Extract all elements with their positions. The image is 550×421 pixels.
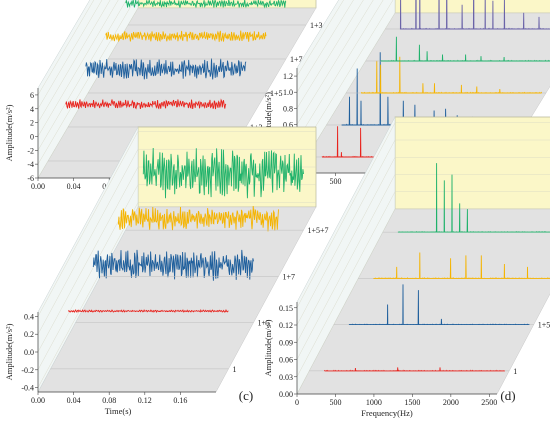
y-tick-label: 1.0	[283, 88, 293, 97]
series-line-1+7	[380, 36, 550, 62]
x-tick-label: 0.08	[102, 396, 116, 405]
x-axis-label: Time(s)	[105, 406, 132, 416]
gridline	[296, 208, 550, 395]
series-line-1+5	[360, 56, 543, 94]
x-axis-label: Frequency(Hz)	[361, 408, 413, 418]
gridline	[37, 202, 316, 388]
x-tick-label: 1000	[366, 398, 382, 407]
back-wall	[394, 116, 550, 210]
gridline	[296, 157, 550, 343]
x-tick-label: 500	[329, 398, 341, 407]
category-label: 1+7	[290, 55, 303, 64]
gridline	[37, 184, 316, 370]
series-line-1+5	[92, 249, 254, 281]
gridline	[37, 131, 316, 317]
y-tick-label: 1.2	[283, 72, 293, 81]
y-tick-label: 0.8	[283, 104, 293, 113]
category-label: 1+5	[538, 321, 550, 330]
x-tick-label: 2000	[443, 398, 459, 407]
x-tick-label: 1500	[404, 398, 420, 407]
series-line-1+7	[117, 205, 279, 232]
gridline	[296, 174, 550, 360]
x-tick-label: 0.00	[31, 182, 45, 191]
y-tick-label: 4	[30, 105, 34, 114]
y-axis-label: Amplitude(m/s²)	[4, 323, 14, 380]
back-wall	[394, 0, 550, 14]
y-tick-label: -2	[27, 146, 34, 155]
gridline	[37, 0, 127, 151]
y-tick-label: 2	[30, 119, 34, 128]
category-label: 1+5	[258, 319, 271, 328]
y-tick-label: 0.4	[24, 312, 34, 321]
x-tick-label: 0.00	[31, 396, 45, 405]
y-axis-label: Amplitude(m/s²)	[263, 92, 273, 149]
series-line-1+3	[85, 58, 247, 80]
y-tick-label: 0.12	[279, 321, 293, 330]
y-tick-label: 0.15	[279, 304, 293, 313]
x-tick-label: 0	[295, 398, 299, 407]
category-label: 1+7	[283, 272, 296, 281]
chart-panel-3: 11+51+71+5+70.00 0.04 0.08 0.12 0.16-0.4-0.2…	[4, 126, 329, 416]
series-line-1	[65, 98, 227, 110]
gridline	[37, 0, 103, 109]
y-tick-label: -4	[27, 160, 34, 169]
series-line-1+7	[373, 252, 550, 279]
x-tick-label: 500	[329, 177, 341, 186]
gridline	[296, 0, 394, 157]
series-line-1	[67, 308, 229, 313]
y-axis-label: Amplitude(m/s²)	[4, 104, 14, 161]
series-line-1+5	[105, 30, 267, 43]
series-line-1+5+7	[397, 163, 550, 233]
y-tick-label: -0.4	[21, 384, 34, 393]
category-label: 1+5+7	[308, 226, 329, 235]
gridline	[37, 0, 95, 96]
y-tick-label: -0.2	[21, 366, 34, 375]
gridline	[296, 12, 550, 174]
series-line-1+7	[125, 0, 287, 9]
y-tick-label: 6	[30, 91, 34, 100]
y-axis-label: Amplitude(m/s²)	[263, 319, 273, 376]
panel-label: (d)	[500, 388, 515, 403]
series-line-1+5+7	[142, 147, 304, 199]
gridline	[296, 0, 344, 77]
y-tick-label: 0	[30, 132, 34, 141]
series-line-1+3+5+7	[399, 0, 550, 30]
series-line-1	[324, 367, 505, 372]
gridline	[296, 191, 550, 377]
x-tick-label: 0.12	[138, 396, 152, 405]
gridline	[296, 122, 550, 308]
y-tick-label: 0.06	[279, 356, 293, 365]
y-tick-label: 0.00	[279, 390, 293, 399]
y-tick-label: 0.09	[279, 338, 293, 347]
y-tick-label: 0.0	[24, 348, 34, 357]
gridline	[37, 0, 111, 123]
gridline	[37, 166, 316, 353]
category-label: 1+5	[270, 89, 283, 98]
y-tick-label: 0.2	[24, 330, 34, 339]
gridline	[37, 0, 119, 137]
x-tick-label: 0.04	[67, 396, 81, 405]
x-tick-label: 0.16	[173, 396, 187, 405]
category-label: 1	[513, 367, 517, 376]
gridline	[296, 0, 364, 109]
panel-label: (c)	[239, 388, 253, 403]
gridline	[296, 0, 384, 141]
y-tick-label: 0.6	[283, 121, 293, 130]
gridline	[37, 149, 316, 335]
x-tick-label: 0.04	[67, 182, 81, 191]
gridline	[296, 0, 354, 93]
series-line-1+5	[348, 284, 530, 326]
category-label: 1	[233, 365, 237, 374]
chart-panel-4: 1 1+5 1+7 1+5+7 0 500 1000 1500 2000 2500 0.00 0.03…	[263, 116, 550, 418]
gridline	[37, 7, 316, 179]
y-tick-label: 0.03	[279, 373, 293, 382]
gridline	[296, 139, 550, 326]
y-tick-label: -6	[27, 174, 34, 183]
gridline	[37, 0, 135, 165]
x-tick-label: 2500	[481, 398, 497, 407]
gridline	[296, 0, 374, 125]
